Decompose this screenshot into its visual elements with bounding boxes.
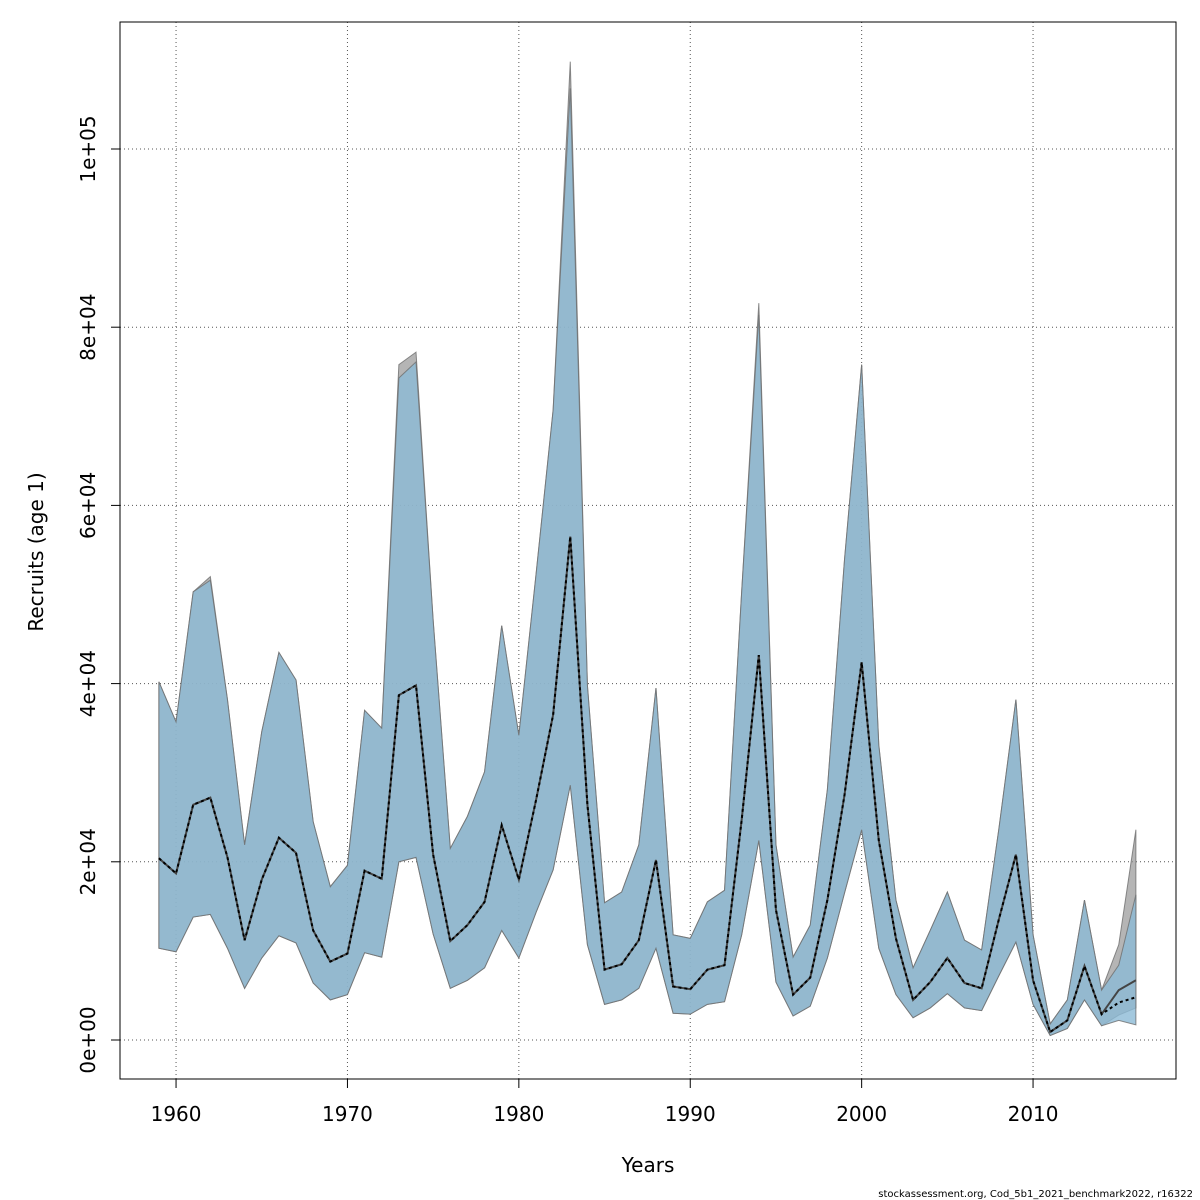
- estimate-line: [158, 536, 1137, 1034]
- x-tick-label: 2010: [1008, 1102, 1059, 1126]
- y-tick-label: 8e+04: [76, 294, 100, 361]
- x-tick-label: 1990: [665, 1102, 716, 1126]
- y-tick-label: 6e+04: [76, 472, 100, 539]
- x-tick-label: 1960: [151, 1102, 202, 1126]
- y-tick-label: 1e+05: [76, 115, 100, 182]
- footer: stockassessment.org, Cod_5b1_2021_benchm…: [878, 1189, 1193, 1200]
- x-axis-title: Years: [621, 1153, 675, 1177]
- x-tick-label: 1980: [493, 1102, 544, 1126]
- y-tick-label: 2e+04: [76, 828, 100, 895]
- x-tick-label: 1970: [322, 1102, 373, 1126]
- y-axis-title: Recruits (age 1): [24, 472, 48, 631]
- y-tick-label: 4e+04: [76, 650, 100, 717]
- plot-frame: [119, 21, 1177, 1080]
- x-tick-label: 2000: [836, 1102, 887, 1126]
- confidence-band: [158, 88, 1137, 1037]
- y-tick-label: 0e+00: [76, 1006, 100, 1073]
